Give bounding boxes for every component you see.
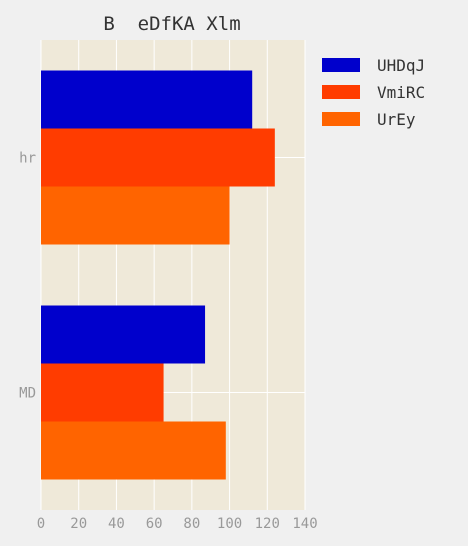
y-axis-ticks: MD hr <box>19 151 36 402</box>
y-tick-label: hr <box>19 151 36 167</box>
bar-UHDqJ-hr <box>41 71 252 129</box>
bar-VmiRC-hr <box>41 129 275 187</box>
legend: UHDqJ VmiRC UrEy <box>322 56 425 129</box>
legend-swatch-VmiRC <box>322 85 360 99</box>
legend-swatch-UHDqJ <box>322 58 360 72</box>
bar-UHDqJ-MD <box>41 306 205 364</box>
chart-title: B eDfKA Xlm <box>103 13 240 35</box>
bar-VmiRC-MD <box>41 364 164 422</box>
x-tick-label: 100 <box>217 516 242 532</box>
y-tick-label: MD <box>19 386 36 402</box>
x-tick-label: 20 <box>70 516 87 532</box>
legend-label: UrEy <box>377 110 416 129</box>
x-tick-label: 40 <box>108 516 125 532</box>
legend-swatch-UrEy <box>322 112 360 126</box>
bar-UrEy-MD <box>41 422 226 480</box>
x-tick-label: 80 <box>183 516 200 532</box>
legend-label: VmiRC <box>377 83 425 102</box>
bar-UrEy-hr <box>41 187 230 245</box>
x-axis-ticks: 0 20 40 60 80 100 120 140 <box>37 516 318 532</box>
x-tick-label: 140 <box>292 516 317 532</box>
legend-label: UHDqJ <box>377 56 425 75</box>
x-tick-label: 120 <box>255 516 280 532</box>
x-tick-label: 0 <box>37 516 45 532</box>
x-tick-label: 60 <box>146 516 163 532</box>
